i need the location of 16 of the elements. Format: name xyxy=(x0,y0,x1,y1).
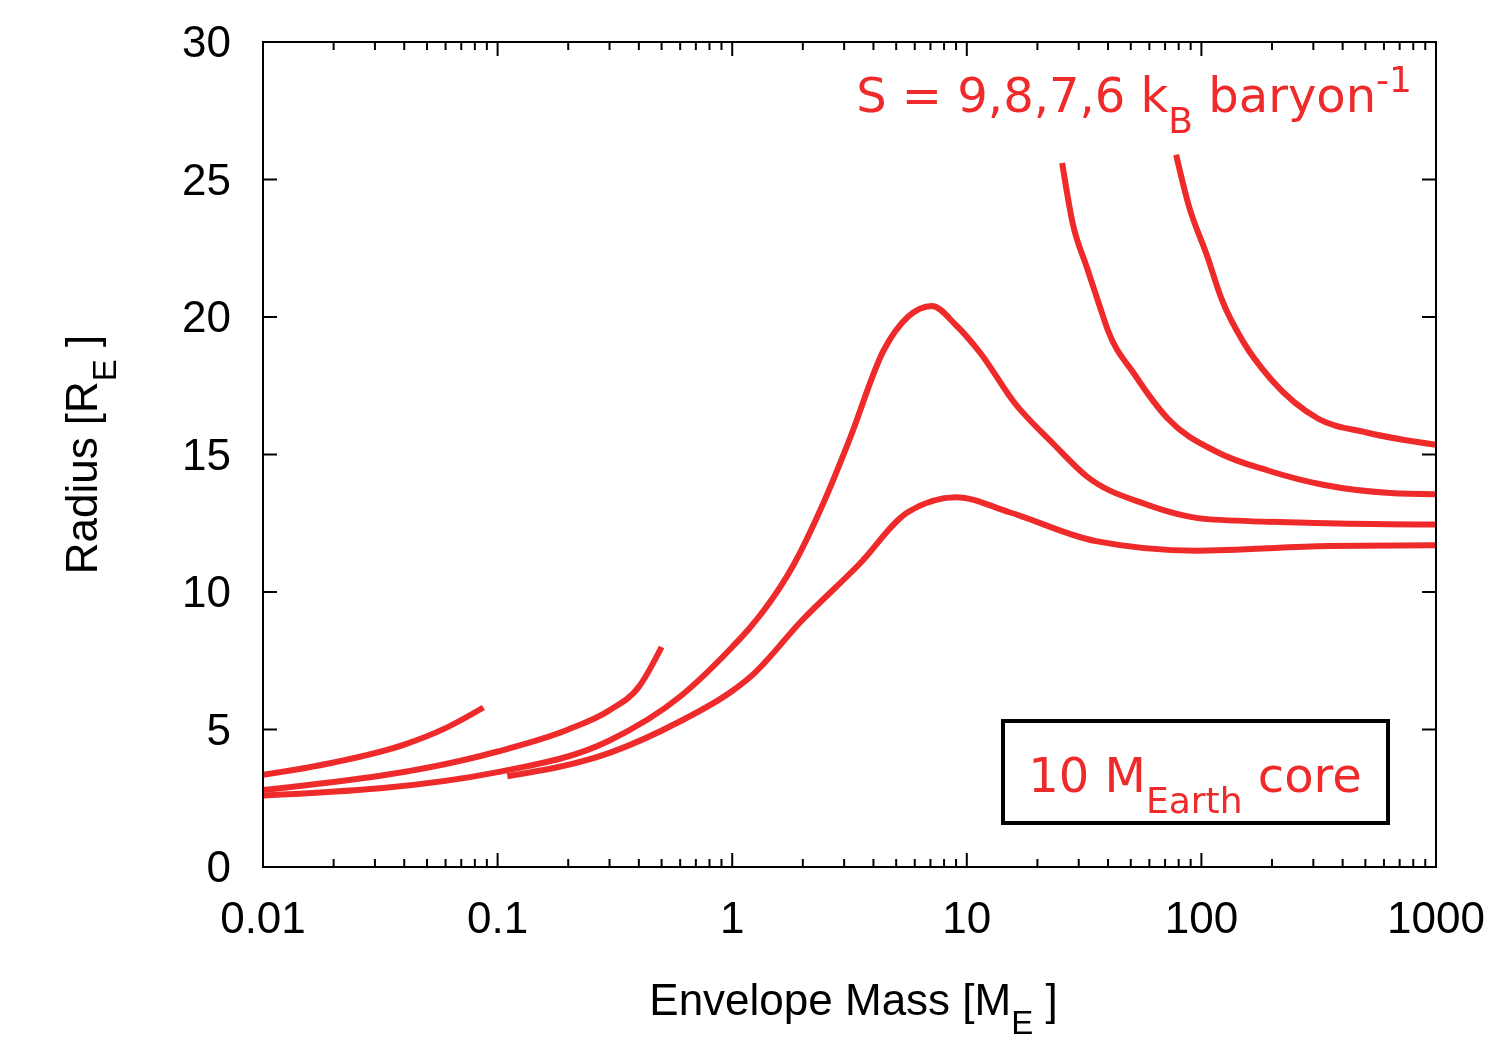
y-tick-label: 10 xyxy=(182,567,231,616)
y-tick-label: 30 xyxy=(182,17,231,66)
y-tick-label: 20 xyxy=(182,292,231,341)
x-tick-label: 1 xyxy=(719,893,745,942)
x-tick-label: 10 xyxy=(942,893,992,942)
y-tick-label: 0 xyxy=(206,842,231,891)
y-tick-label: 25 xyxy=(182,154,231,204)
annotation: S = 9,8,7,6 k$_{B}$ baryon$^{-1}$ xyxy=(856,58,1412,141)
x-axis-title: Envelope Mass [M$_{E}$ ] xyxy=(649,975,1058,1041)
y-tick-label: 15 xyxy=(182,429,231,479)
x-tick-label: 0.01 xyxy=(220,893,306,942)
y-tick-label: 5 xyxy=(206,704,231,754)
x-tick-label: 0.1 xyxy=(467,893,529,942)
x-tick-label: 1000 xyxy=(1387,893,1485,942)
x-tick-label: 100 xyxy=(1164,893,1239,942)
annotation: 10 M$_{Earth}$ core xyxy=(1028,747,1362,821)
